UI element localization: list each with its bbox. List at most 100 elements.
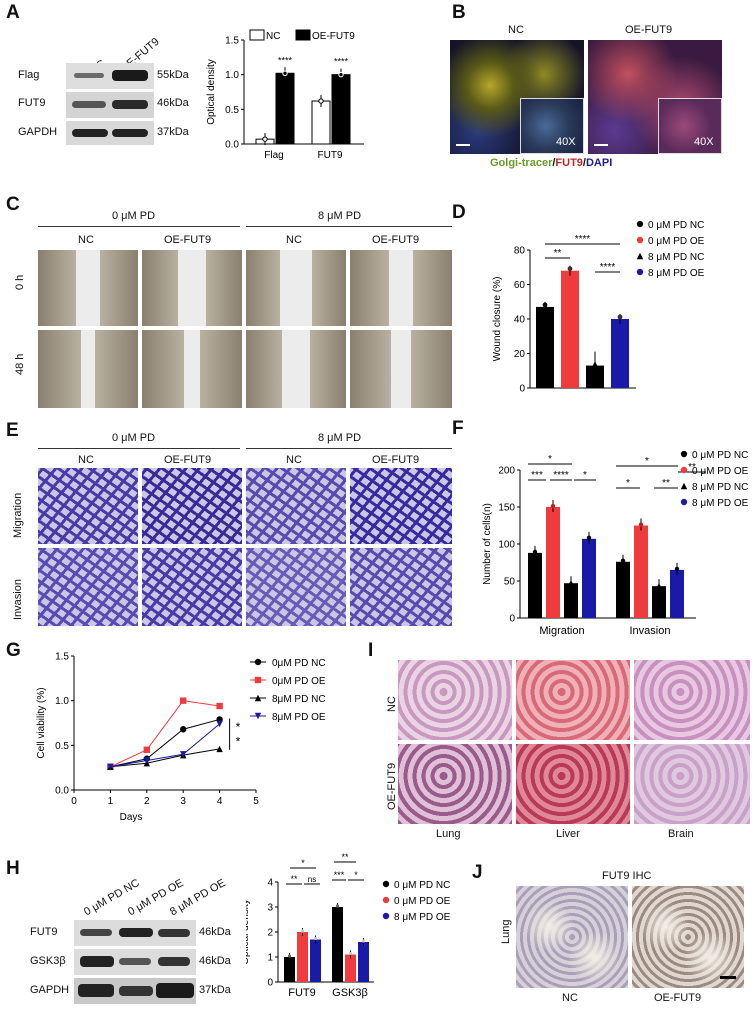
significance-label: ****	[334, 57, 349, 67]
col-label: NC	[508, 24, 524, 36]
panel-label-d: D	[452, 202, 466, 223]
blot-band	[72, 129, 108, 137]
legend-marker	[680, 466, 688, 474]
transwell-image	[350, 468, 452, 544]
legend-marker	[542, 302, 548, 308]
chart-f: 0 50 100 150 200 Number of cells(n) Migration I…	[482, 450, 749, 637]
he-image	[516, 744, 630, 824]
legend-label: 8 μM PD NC	[692, 482, 748, 493]
legend-label: 0 μM PD OE	[648, 236, 705, 247]
y-axis-title: Optical density	[206, 59, 217, 125]
series-line	[110, 748, 220, 768]
legend-marker	[636, 268, 644, 276]
legend-marker	[567, 266, 573, 272]
legend-label: 0μM PD OE	[272, 676, 326, 687]
group-label: 8 μM PD	[318, 210, 362, 222]
x-tick-label: 2	[144, 796, 150, 807]
x-tick-label: 0	[71, 796, 77, 807]
he-image	[634, 660, 750, 740]
bar	[358, 942, 369, 982]
legend-marker	[107, 763, 114, 770]
wound-image	[246, 330, 346, 408]
wound-image	[38, 330, 138, 408]
y-tick-label: 200	[498, 466, 515, 477]
ihc-title: FUT9 IHC	[602, 870, 652, 882]
significance-label: ****	[575, 234, 591, 245]
legend-marker	[680, 482, 688, 490]
blot-band	[80, 956, 114, 967]
legend-label: 0 μM PD OE	[692, 466, 749, 477]
y-tick-label: 1.0	[225, 70, 239, 81]
series-line	[110, 718, 220, 768]
blot-band	[156, 983, 194, 998]
legend-label: 0 μM PD NC	[648, 220, 704, 231]
x-tick-label: FUT9	[288, 987, 316, 999]
blot-band	[119, 986, 153, 996]
blot-band	[74, 73, 104, 78]
legend-marker	[382, 896, 390, 904]
panel-label-f: F	[452, 418, 464, 439]
significance-label: *	[626, 478, 630, 489]
blot-band	[80, 929, 112, 936]
y-tick-label: 40	[514, 315, 526, 326]
significance-label: **	[341, 852, 349, 862]
bar	[311, 100, 331, 145]
bar	[528, 552, 542, 618]
col-label: NC	[286, 234, 302, 246]
he-image	[398, 744, 512, 824]
transwell-image	[38, 548, 138, 626]
panel-label-a: A	[6, 2, 20, 23]
col-label: OE-FUT9	[625, 24, 673, 36]
significance-label: *	[354, 870, 358, 880]
panel-label-i: I	[368, 640, 374, 661]
legend-marker	[550, 503, 556, 509]
legend-marker	[680, 498, 688, 506]
y-tick-label: 0	[519, 384, 525, 395]
blot-band	[158, 929, 190, 937]
col-label: Lung	[436, 828, 461, 840]
blot-strip	[66, 63, 154, 89]
legend-marker	[254, 676, 262, 684]
panel-label-g: G	[6, 640, 21, 661]
blot-row-label: GAPDH	[18, 126, 58, 138]
col-label: NC	[78, 454, 94, 466]
legend-marker	[382, 880, 390, 888]
y-tick-label: 150	[498, 503, 515, 514]
legend-marker	[287, 954, 292, 958]
significance-label: ****	[553, 470, 569, 481]
wound-image	[246, 250, 346, 326]
wound-image	[350, 250, 452, 326]
scale-bar	[720, 976, 736, 979]
legend-marker	[180, 726, 187, 733]
legend-marker	[143, 746, 150, 753]
chart-g: 0.0 0.5 1.0 1.5 Cell viability (%) 0 1 2 3 4 5 Days…	[36, 652, 326, 824]
x-tick-label: 4	[217, 796, 223, 807]
y-tick-label: 60	[514, 280, 526, 291]
wound-image	[350, 330, 452, 408]
legend-marker	[532, 549, 538, 555]
group-label: 8 μM PD	[318, 432, 362, 444]
blot-strip	[74, 920, 196, 946]
x-tick-label: Migration	[539, 625, 584, 637]
legend-label: 8 μM PD NC	[648, 252, 704, 263]
group-label: 0 μM PD	[112, 432, 156, 444]
blot-strip	[66, 121, 154, 145]
y-axis-title: Wound closure (%)	[492, 277, 503, 362]
transwell-image	[246, 548, 346, 626]
significance-label: ***	[334, 870, 345, 880]
legend-swatch	[249, 29, 265, 41]
legend-label: 8μM PD NC	[272, 694, 326, 705]
wound-image	[38, 250, 138, 326]
transwell-image	[350, 548, 452, 626]
blot-strip	[74, 949, 196, 975]
legend-marker	[254, 658, 262, 666]
legend-marker	[617, 314, 623, 320]
col-label: OE-FUT9	[654, 992, 702, 1004]
legend-label: 0 μM PD NC	[394, 880, 450, 891]
y-tick-label: 0.0	[55, 786, 69, 797]
data-point	[282, 70, 288, 76]
legend-marker	[335, 904, 340, 908]
row-label: 0 h	[14, 274, 26, 290]
significance-label: ***	[531, 470, 543, 481]
blot-band	[119, 958, 151, 965]
